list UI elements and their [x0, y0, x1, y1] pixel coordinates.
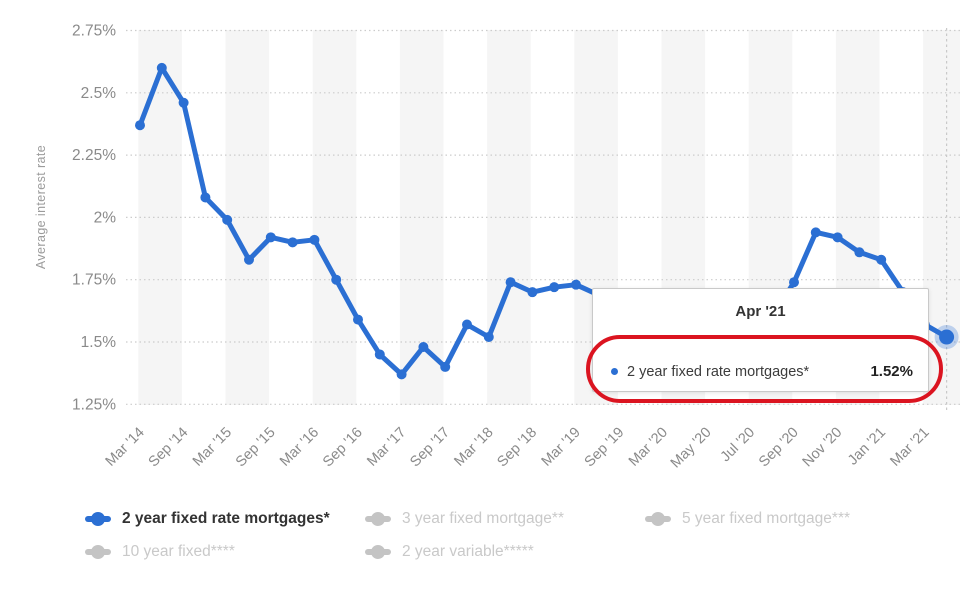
x-tick-label: Sep '14	[146, 425, 192, 471]
background-band	[225, 30, 270, 405]
data-point[interactable]	[854, 247, 865, 258]
x-tick-label: Mar '16	[277, 425, 322, 470]
data-point[interactable]	[200, 192, 211, 203]
legend-item-label: 3 year fixed mortgage**	[402, 510, 564, 527]
data-point[interactable]	[483, 332, 494, 343]
data-point[interactable]	[331, 274, 342, 285]
series-bullet-icon	[611, 368, 618, 375]
data-point[interactable]	[309, 234, 320, 245]
legend-item-3yr-fixed[interactable]: 3 year fixed mortgage**	[365, 506, 645, 532]
data-point[interactable]	[156, 62, 167, 73]
legend-item-2yr-variable[interactable]: 2 year variable*****	[365, 539, 645, 565]
x-tick-label: Mar '17	[364, 425, 409, 470]
x-tick-label: Mar '14	[103, 425, 148, 470]
data-point[interactable]	[374, 349, 385, 360]
data-point[interactable]	[549, 282, 560, 293]
tooltip-series-value: 1.52%	[870, 363, 913, 380]
series-marker-icon	[85, 545, 111, 559]
data-point[interactable]	[527, 287, 538, 298]
x-tick-label: Mar '15	[190, 425, 235, 470]
x-tick-label: May '20	[668, 425, 715, 472]
legend-item-label: 2 year fixed rate mortgages*	[122, 510, 330, 527]
data-point[interactable]	[244, 254, 254, 265]
y-tick-label: 2.25%	[72, 147, 116, 164]
data-point[interactable]	[810, 227, 821, 238]
x-tick-label: Sep '15	[233, 425, 279, 471]
legend-item-5yr-fixed[interactable]: 5 year fixed mortgage***	[645, 506, 945, 532]
legend-item-label: 10 year fixed****	[122, 543, 235, 560]
series-marker-icon	[365, 545, 391, 559]
tooltip-date-title: Apr '21	[735, 303, 786, 320]
line-chart-plot: 2.75%2.5%2.25%2%1.75%1.5%1.25%Mar '14Sep…	[72, 23, 960, 472]
series-marker-icon	[365, 512, 391, 526]
data-point[interactable]	[789, 277, 799, 288]
x-tick-label: Sep '19	[582, 425, 628, 471]
x-tick-label: Jul '20	[718, 425, 759, 466]
data-point[interactable]	[396, 369, 407, 380]
x-tick-label: Sep '17	[407, 425, 453, 471]
data-point[interactable]	[222, 214, 233, 225]
tooltip-series-label: 2 year fixed rate mortgages*	[627, 363, 810, 380]
data-point[interactable]	[571, 279, 581, 290]
legend-item-10yr-fixed[interactable]: 10 year fixed****	[85, 539, 365, 565]
x-tick-label: Mar '21	[887, 425, 932, 470]
x-tick-label: Sep '20	[756, 425, 802, 471]
x-tick-label: Jan '21	[845, 425, 889, 469]
y-tick-label: 1.25%	[72, 396, 116, 413]
x-tick-label: Nov '20	[800, 425, 846, 471]
data-point[interactable]	[353, 314, 363, 325]
data-point[interactable]	[941, 332, 952, 343]
x-tick-label: Sep '16	[320, 425, 366, 471]
chart-area: 2.75% 2.5% 2.25% 2% 1.75% 1.5% 1.25% Mar '14 Sep…	[34, 23, 960, 472]
data-point[interactable]	[265, 232, 276, 243]
y-tick-label: 2.5%	[81, 85, 117, 102]
legend-item-label: 5 year fixed mortgage***	[682, 510, 851, 527]
data-point[interactable]	[135, 120, 145, 131]
legend-item-2yr-fixed[interactable]: 2 year fixed rate mortgages*	[85, 506, 365, 532]
y-tick-label: 1.75%	[72, 272, 116, 289]
hover-tooltip: Apr '21 2 year fixed rate mortgages* 1.5…	[592, 288, 929, 392]
series-marker-icon	[645, 512, 671, 526]
y-tick-label: 2.75%	[72, 23, 116, 40]
series-marker-icon	[85, 512, 111, 526]
data-point[interactable]	[178, 97, 189, 108]
y-tick-label: 1.5%	[81, 334, 117, 351]
x-tick-label: Mar '20	[626, 425, 671, 470]
chart-legend: 2 year fixed rate mortgages* 3 year fixe…	[85, 506, 945, 565]
data-point[interactable]	[440, 361, 451, 372]
y-tick-label: 2%	[94, 209, 117, 226]
data-point[interactable]	[876, 254, 887, 265]
x-tick-label: Sep '18	[494, 425, 540, 471]
y-axis-title: Average interest rate	[34, 144, 48, 270]
data-point[interactable]	[505, 277, 516, 288]
legend-item-label: 2 year variable*****	[402, 543, 534, 560]
x-tick-label: Mar '18	[451, 425, 496, 470]
data-point[interactable]	[287, 237, 298, 248]
tooltip-series-row: 2 year fixed rate mortgages* 1.52%	[611, 363, 913, 380]
x-tick-label: Mar '19	[539, 425, 584, 470]
data-point[interactable]	[418, 341, 429, 352]
data-point[interactable]	[462, 319, 472, 330]
data-point[interactable]	[832, 232, 843, 243]
